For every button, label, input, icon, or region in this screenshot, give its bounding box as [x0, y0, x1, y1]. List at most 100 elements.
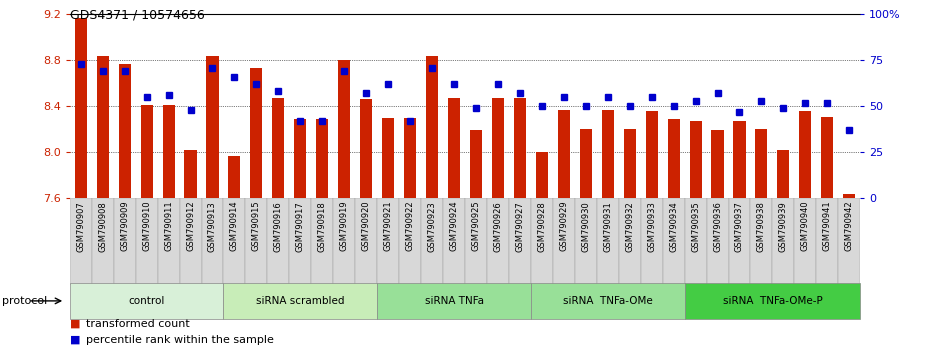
Bar	[641, 198, 662, 285]
Bar	[316, 119, 328, 198]
Bar	[624, 129, 636, 198]
Text: GSM790940: GSM790940	[801, 201, 810, 251]
Text: GSM790914: GSM790914	[230, 201, 239, 251]
Text: GSM790910: GSM790910	[142, 201, 151, 251]
Text: GSM790932: GSM790932	[625, 201, 634, 252]
Bar	[202, 198, 223, 285]
Text: GSM790934: GSM790934	[669, 201, 678, 252]
Text: GSM790920: GSM790920	[362, 201, 371, 251]
Text: GSM790921: GSM790921	[384, 201, 392, 251]
Bar	[668, 119, 680, 198]
Text: GSM790936: GSM790936	[713, 201, 722, 252]
Bar	[531, 198, 552, 285]
Bar	[97, 56, 109, 198]
Bar	[618, 198, 641, 285]
Bar	[70, 198, 92, 285]
Bar	[267, 198, 289, 285]
Bar	[157, 198, 179, 285]
Bar	[448, 98, 460, 198]
Text: GSM790930: GSM790930	[581, 201, 591, 252]
Text: GSM790919: GSM790919	[339, 201, 349, 251]
Text: GSM790916: GSM790916	[273, 201, 283, 252]
Text: GSM790931: GSM790931	[604, 201, 612, 252]
Text: GSM790912: GSM790912	[186, 201, 195, 251]
Bar	[817, 198, 838, 285]
Bar	[844, 194, 856, 198]
Bar	[399, 198, 421, 285]
Bar	[575, 198, 597, 285]
Text: siRNA  TNFa-OMe-P: siRNA TNFa-OMe-P	[723, 296, 822, 306]
Bar	[360, 99, 372, 198]
Bar	[378, 198, 399, 285]
Bar	[294, 119, 306, 198]
Text: transformed count: transformed count	[86, 319, 191, 329]
Bar	[514, 98, 526, 198]
Bar	[684, 198, 707, 285]
Bar	[707, 198, 728, 285]
Text: GSM790941: GSM790941	[823, 201, 831, 251]
Bar	[206, 56, 219, 198]
Bar	[339, 60, 351, 198]
Bar	[821, 116, 833, 198]
Bar	[70, 283, 223, 319]
Text: GSM790909: GSM790909	[120, 201, 129, 251]
Text: siRNA TNFa: siRNA TNFa	[424, 296, 484, 306]
Bar	[404, 118, 416, 198]
Text: GSM790918: GSM790918	[318, 201, 326, 252]
Text: GSM790908: GSM790908	[99, 201, 107, 252]
Bar	[558, 110, 570, 198]
Text: GSM790911: GSM790911	[164, 201, 173, 251]
Bar	[579, 129, 591, 198]
Bar	[223, 198, 246, 285]
Bar	[470, 130, 482, 198]
Bar	[223, 283, 378, 319]
Bar	[113, 198, 136, 285]
Bar	[509, 198, 531, 285]
Text: percentile rank within the sample: percentile rank within the sample	[86, 335, 274, 345]
Bar	[662, 198, 684, 285]
Bar	[465, 198, 487, 285]
Text: siRNA scrambled: siRNA scrambled	[256, 296, 344, 306]
Text: ■: ■	[70, 319, 80, 329]
Bar	[289, 198, 312, 285]
Text: GSM790924: GSM790924	[449, 201, 458, 251]
Bar	[492, 98, 504, 198]
Bar	[684, 283, 860, 319]
Bar	[382, 118, 394, 198]
Bar	[426, 56, 438, 198]
Bar	[799, 111, 811, 198]
Text: GSM790925: GSM790925	[472, 201, 481, 251]
Bar	[355, 198, 378, 285]
Bar	[74, 18, 86, 198]
Text: GSM790927: GSM790927	[515, 201, 525, 252]
Bar	[333, 198, 355, 285]
Text: GSM790939: GSM790939	[779, 201, 788, 252]
Text: protocol: protocol	[2, 296, 47, 306]
Text: control: control	[128, 296, 165, 306]
Bar	[184, 150, 196, 198]
Bar	[552, 198, 575, 285]
Bar	[838, 198, 860, 285]
Text: GSM790922: GSM790922	[405, 201, 415, 251]
Text: GSM790933: GSM790933	[647, 201, 657, 252]
Text: GSM790928: GSM790928	[538, 201, 546, 252]
Bar	[777, 150, 790, 198]
Bar	[602, 110, 614, 198]
Bar	[378, 283, 531, 319]
Text: GSM790926: GSM790926	[494, 201, 502, 252]
Bar	[272, 98, 285, 198]
Text: siRNA  TNFa-OMe: siRNA TNFa-OMe	[563, 296, 653, 306]
Bar	[443, 198, 465, 285]
Bar	[136, 198, 157, 285]
Bar	[229, 156, 241, 198]
Bar	[487, 198, 509, 285]
Bar	[751, 198, 773, 285]
Bar	[250, 68, 262, 198]
Bar	[734, 121, 746, 198]
Bar	[711, 130, 724, 198]
Text: GSM790937: GSM790937	[735, 201, 744, 252]
Text: GSM790915: GSM790915	[252, 201, 261, 251]
Text: GSM790942: GSM790942	[844, 201, 854, 251]
Text: GDS4371 / 10574656: GDS4371 / 10574656	[70, 9, 205, 22]
Text: GSM790923: GSM790923	[428, 201, 436, 252]
